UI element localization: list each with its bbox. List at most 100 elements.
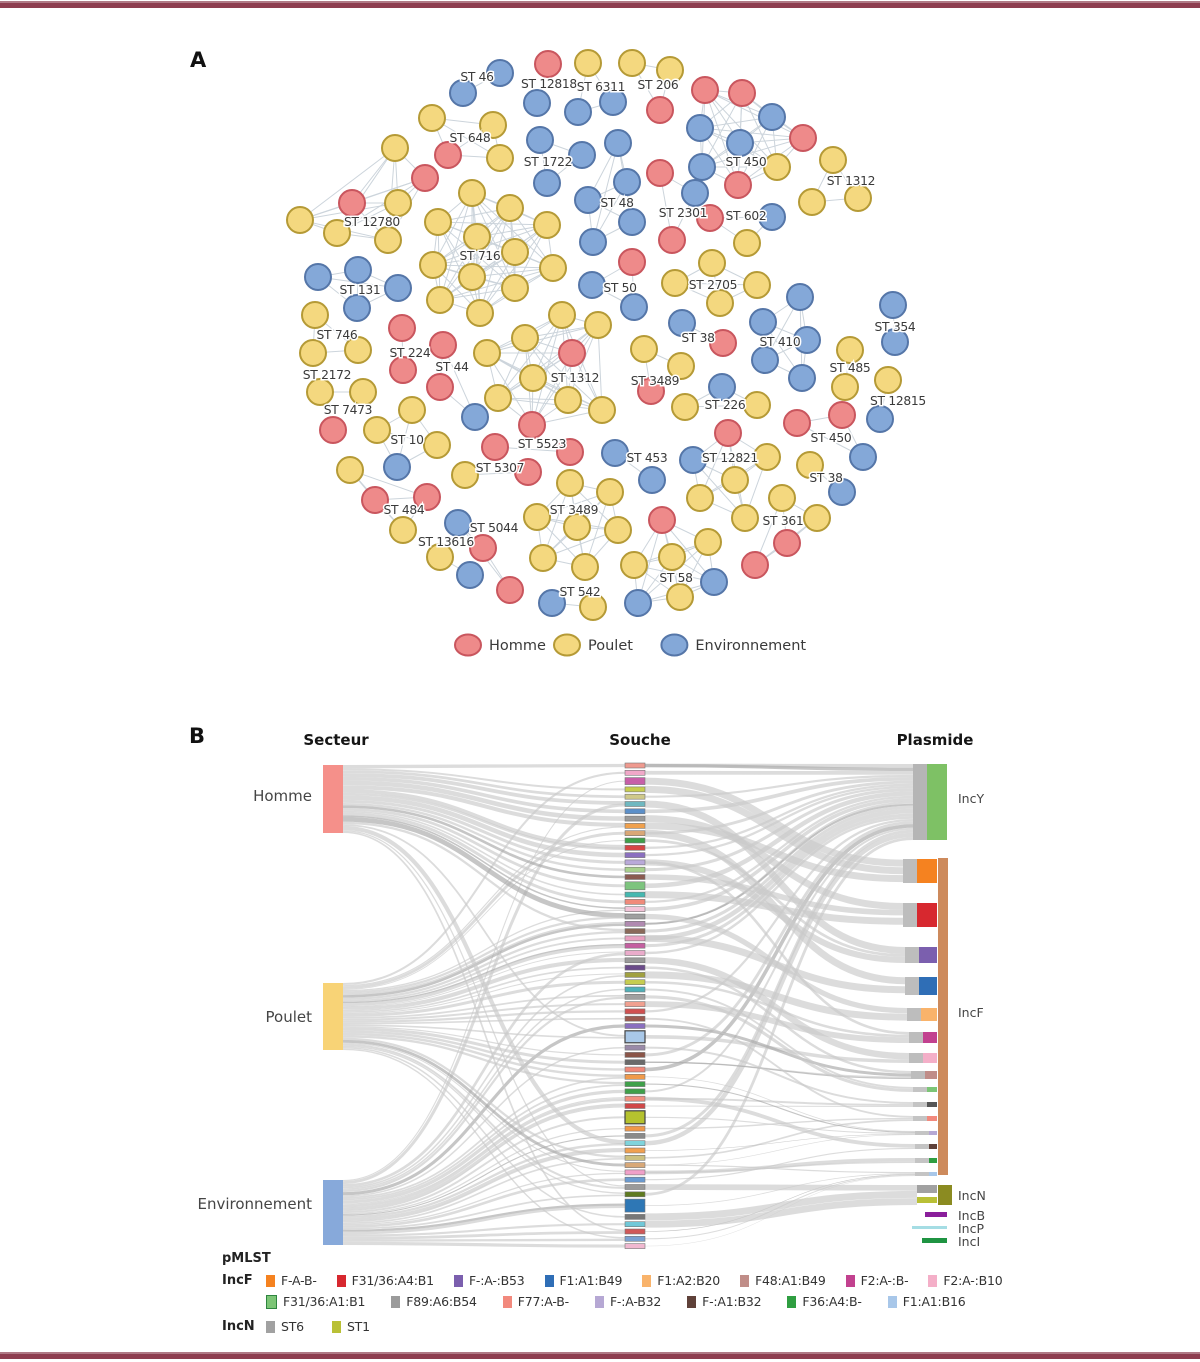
plasmid-label-IncI: IncI bbox=[958, 1234, 980, 1249]
sankey-link bbox=[644, 1147, 916, 1181]
sankey-nodes bbox=[323, 762, 952, 1249]
network-node bbox=[574, 49, 602, 77]
top-rule bbox=[0, 1, 1200, 8]
plasmid-node-f5 bbox=[921, 1008, 937, 1021]
network-node bbox=[343, 294, 371, 322]
network-node bbox=[514, 458, 542, 486]
sankey-link bbox=[644, 1184, 918, 1191]
sankey-link bbox=[644, 1190, 918, 1221]
network-node bbox=[556, 438, 584, 466]
sankey-link bbox=[644, 874, 904, 916]
cluster-label: ST 131 bbox=[340, 283, 381, 297]
pmlst-item: ST6 bbox=[266, 1319, 304, 1334]
network-node bbox=[486, 144, 514, 172]
cluster-label: ST 5523 bbox=[518, 437, 566, 451]
network-node bbox=[584, 311, 612, 339]
sector-label: Poulet bbox=[266, 1008, 313, 1026]
pmlst-item: F-:A-:B53 bbox=[453, 1273, 525, 1288]
plasmid-node-f1 bbox=[917, 859, 937, 883]
network-node bbox=[786, 283, 814, 311]
network-node bbox=[456, 561, 484, 589]
strain-node bbox=[624, 1059, 646, 1065]
network-node bbox=[419, 251, 447, 279]
network-node bbox=[828, 401, 856, 429]
network-node bbox=[306, 378, 334, 406]
cluster-label: ST 44 bbox=[435, 360, 469, 374]
network-node bbox=[731, 504, 759, 532]
plasmid-node-f4 bbox=[919, 977, 937, 995]
sankey-link bbox=[644, 783, 914, 849]
sankey-link bbox=[342, 771, 626, 986]
network-node bbox=[624, 589, 652, 617]
pmlst-item-label: F1:A1:B49 bbox=[559, 1273, 623, 1288]
strain-node bbox=[624, 1133, 646, 1139]
sankey-link bbox=[342, 923, 626, 998]
sankey-link bbox=[644, 832, 914, 1146]
sankey-link bbox=[342, 1172, 626, 1226]
network-node bbox=[384, 274, 412, 302]
sankey-link bbox=[342, 810, 626, 896]
sankey-link bbox=[644, 822, 904, 883]
network-node bbox=[319, 416, 347, 444]
plasmid-label-IncB: IncB bbox=[958, 1208, 985, 1223]
sector-node-poulet bbox=[323, 983, 343, 1050]
sankey-link bbox=[342, 815, 626, 909]
sankey-link bbox=[342, 812, 626, 904]
strain-node bbox=[624, 844, 646, 851]
sankey-link bbox=[342, 1238, 626, 1242]
sankey-link bbox=[342, 943, 626, 1004]
sankey-link bbox=[644, 808, 914, 941]
plasmid-node-IncI bbox=[922, 1238, 947, 1243]
sankey-link bbox=[342, 780, 626, 821]
cluster-label: ST 206 bbox=[638, 78, 679, 92]
sankey-link bbox=[342, 773, 626, 805]
pmlst-item-label: F1:A2:B20 bbox=[657, 1273, 721, 1288]
pmlst-item-label: F1:A1:B16 bbox=[902, 1294, 966, 1309]
network-node bbox=[301, 301, 329, 329]
network-node bbox=[579, 228, 607, 256]
pmlst-item: F2:A-:B- bbox=[845, 1273, 909, 1288]
network-node bbox=[796, 451, 824, 479]
sankey-link bbox=[342, 1084, 626, 1201]
cluster-label: ST 5044 bbox=[470, 521, 519, 535]
plasmid-feeder bbox=[911, 1071, 925, 1079]
network-node bbox=[451, 461, 479, 489]
network-node bbox=[741, 551, 769, 579]
network-node bbox=[686, 484, 714, 512]
legend-label: Poulet bbox=[588, 638, 633, 654]
network-node bbox=[637, 377, 665, 405]
strain-node bbox=[624, 1184, 646, 1190]
sankey-link bbox=[644, 1164, 916, 1174]
header-secteur: Secteur bbox=[303, 731, 369, 749]
sankey-link bbox=[342, 1010, 626, 1023]
sankey-link bbox=[342, 1116, 626, 1214]
strain-node bbox=[624, 1015, 646, 1022]
plasmid-feeder bbox=[913, 1087, 927, 1092]
network-node bbox=[688, 153, 716, 181]
network-node bbox=[461, 403, 489, 431]
network-node bbox=[518, 411, 546, 439]
pmlst-item-label: ST1 bbox=[346, 1319, 370, 1334]
strain-node bbox=[624, 1110, 646, 1125]
sankey-link bbox=[342, 808, 626, 888]
cluster-label: ST 12815 bbox=[870, 394, 926, 408]
pmlst-item-label: F-A-B- bbox=[281, 1273, 317, 1288]
strain-node bbox=[624, 986, 646, 993]
plasmid-feeder bbox=[917, 1185, 937, 1193]
plasmid-feeder bbox=[905, 977, 919, 995]
plasmid-node-IncY bbox=[927, 764, 947, 840]
cluster-label: ST 484 bbox=[384, 503, 425, 517]
strain-node bbox=[624, 891, 646, 898]
network-node bbox=[630, 335, 658, 363]
sankey-link bbox=[342, 1231, 626, 1240]
network-node bbox=[788, 364, 816, 392]
sankey-link bbox=[342, 1223, 626, 1237]
sankey-link bbox=[644, 1158, 916, 1175]
network-node bbox=[661, 269, 689, 297]
sankey-link bbox=[342, 930, 626, 1000]
network-node bbox=[554, 386, 582, 414]
strain-node bbox=[624, 1023, 646, 1029]
sankey-link bbox=[342, 1103, 626, 1211]
network-labels: ST 46 ST 12818 ST 6311 ST 206 ST 648 ST 1722 S… bbox=[301, 69, 927, 601]
